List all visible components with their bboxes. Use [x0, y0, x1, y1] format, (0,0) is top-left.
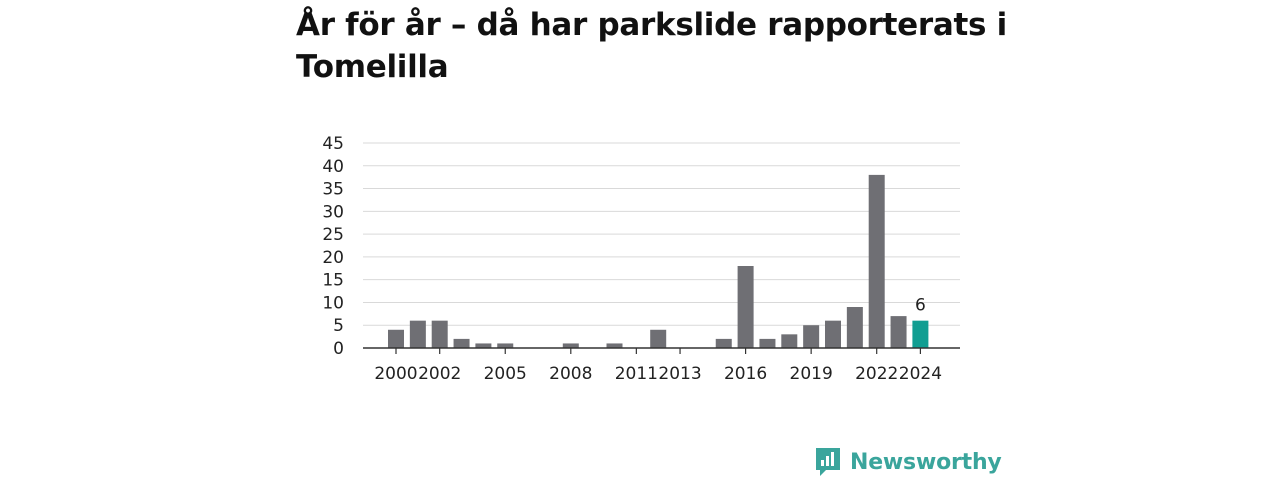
bar-2005	[497, 343, 514, 348]
newsworthy-logo-icon	[816, 448, 840, 476]
x-tick-label: 2016	[724, 364, 767, 384]
bar-2020	[825, 320, 841, 348]
newsworthy-logo: Newsworthy	[814, 446, 1002, 478]
x-tick-label: 2000	[374, 364, 417, 384]
x-tick-label: 2013	[658, 364, 701, 384]
bar-2001	[409, 320, 426, 348]
y-tick-label: 30	[322, 202, 344, 222]
x-tick-label: 2008	[549, 364, 592, 384]
y-tick-label: 5	[333, 316, 344, 336]
x-tick-label: 2011	[615, 364, 658, 384]
bar-2016	[737, 266, 754, 348]
bar-2008	[562, 343, 579, 348]
bar-2015	[715, 338, 732, 348]
newsworthy-wordmark: Newsworthy	[850, 449, 1002, 475]
bar-2000	[388, 329, 404, 348]
y-tick-label: 25	[322, 225, 344, 245]
bar-2021	[846, 307, 863, 348]
bar-2019	[803, 325, 820, 348]
bar-2017	[759, 338, 776, 348]
bar-2022	[868, 174, 885, 348]
bar-2003	[453, 338, 470, 348]
y-tick-label: 0	[333, 339, 344, 359]
x-tick-label: 2005	[484, 364, 527, 384]
x-tick-label: 2019	[790, 364, 833, 384]
y-tick-label: 35	[322, 180, 344, 200]
x-tick-label: 2022	[855, 364, 898, 384]
bar-2018	[781, 334, 798, 348]
data-label: 6	[915, 296, 926, 316]
y-tick-label: 45	[322, 134, 344, 154]
bar-2002	[431, 320, 448, 348]
bar-2010	[606, 343, 623, 348]
bar-2024	[912, 320, 929, 348]
x-tick-label: 2002	[418, 364, 461, 384]
chart-title: År för år – då har parkslide rapporterat…	[296, 7, 1007, 85]
y-tick-label: 40	[322, 157, 344, 177]
x-tick-label: 2024	[899, 364, 942, 384]
y-tick-label: 15	[322, 271, 344, 291]
y-tick-label: 10	[322, 293, 344, 313]
bar-2012	[650, 329, 667, 348]
y-tick-label: 20	[322, 248, 344, 268]
bar-2004	[475, 343, 492, 348]
bar-2023	[890, 316, 907, 348]
